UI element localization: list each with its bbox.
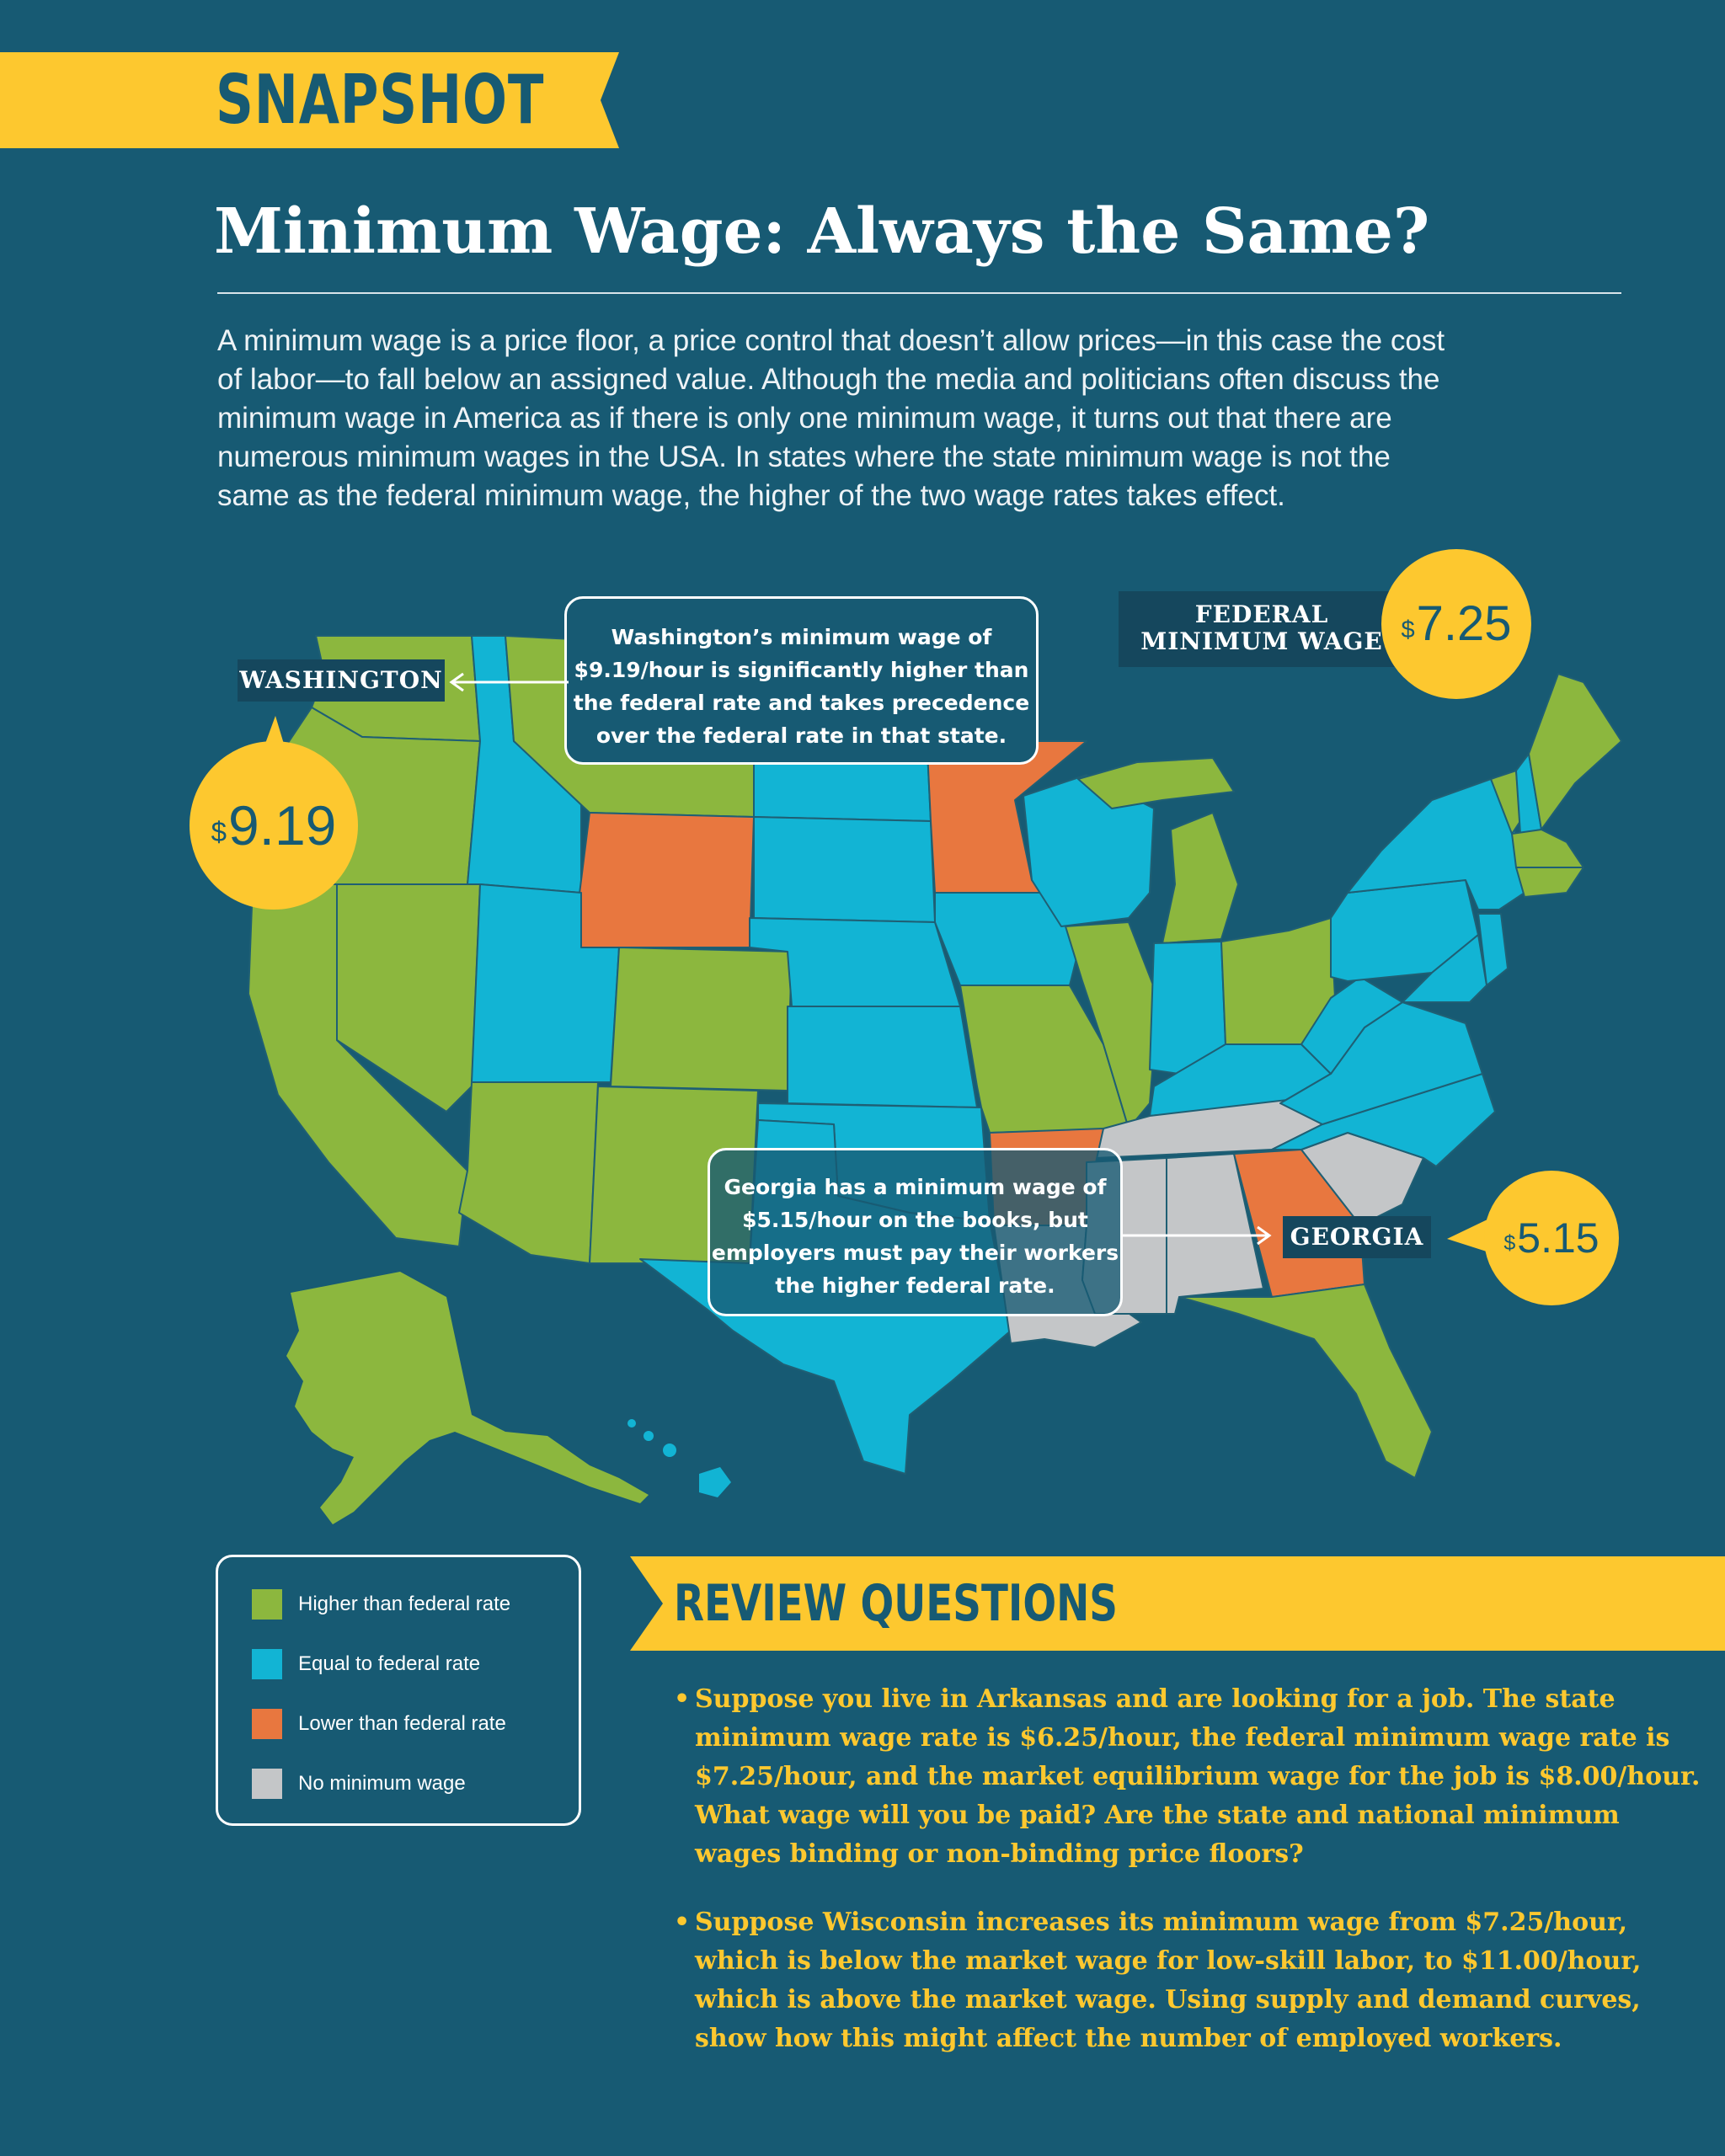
intro-line: same as the federal minimum wage, the hi… bbox=[217, 479, 1285, 512]
legend-label: No minimum wage bbox=[298, 1772, 466, 1795]
legend-swatch bbox=[252, 1649, 282, 1679]
state-connecticut-ri bbox=[1515, 867, 1584, 898]
legend-swatch bbox=[252, 1709, 282, 1739]
review-banner bbox=[630, 1556, 1725, 1651]
review-question: • Suppose Wisconsin increases its minimu… bbox=[674, 1903, 1668, 2063]
washington-callout-line: over the federal rate in that state. bbox=[595, 723, 1007, 748]
map-legend: Higher than federal rate Equal to federa… bbox=[216, 1555, 581, 1826]
state-hawaii bbox=[644, 1431, 654, 1441]
georgia-currency: $ bbox=[1503, 1231, 1516, 1256]
georgia-callout-line: Georgia has a minimum wage of bbox=[724, 1175, 1107, 1199]
washington-callout-line: $9.19/hour is significantly higher than bbox=[574, 658, 1029, 682]
legend-label: Lower than federal rate bbox=[298, 1712, 506, 1735]
legend-swatch bbox=[252, 1769, 282, 1799]
state-hawaii bbox=[699, 1467, 731, 1497]
review-question: • Suppose you live in Arkansas and are l… bbox=[674, 1680, 1701, 1874]
state-nevada bbox=[336, 883, 481, 1113]
georgia-coin-pointer bbox=[1447, 1219, 1489, 1252]
snapshot-ribbon bbox=[0, 52, 619, 148]
intro-line: of labor—to fall below an assigned value… bbox=[217, 363, 1440, 396]
state-hawaii bbox=[628, 1419, 636, 1428]
state-massachusetts bbox=[1511, 829, 1584, 868]
question-line: What wage will you be paid? Are the stat… bbox=[695, 1801, 1620, 1830]
washington-tag: WASHINGTON bbox=[238, 659, 445, 702]
state-new-jersey bbox=[1477, 913, 1509, 986]
georgia-callout-line: $5.15/hour on the books, but bbox=[742, 1208, 1088, 1232]
federal-wage-coin: $7.25 bbox=[1381, 549, 1531, 699]
federal-tag-line: MINIMUM WAGE bbox=[1140, 627, 1383, 655]
georgia-callout-line: the higher federal rate. bbox=[775, 1273, 1055, 1298]
federal-currency: $ bbox=[1401, 616, 1415, 644]
georgia-callout-line: employers must pay their workers bbox=[711, 1241, 1119, 1265]
washington-currency: $ bbox=[211, 816, 227, 848]
georgia-arrow bbox=[1123, 1225, 1272, 1246]
state-delaware-maryland bbox=[1402, 934, 1487, 1003]
intro-paragraph: A minimum wage is a price floor, a price… bbox=[217, 322, 1632, 515]
state-arizona bbox=[458, 1081, 599, 1264]
bullet-icon: • bbox=[674, 1684, 691, 1714]
question-line: Suppose you live in Arkansas and are loo… bbox=[695, 1684, 1616, 1714]
georgia-amount: 5.15 bbox=[1517, 1214, 1599, 1262]
question-line: wages binding or non-binding price floor… bbox=[695, 1839, 1304, 1869]
state-maine bbox=[1528, 673, 1622, 830]
georgia-tag: GEORGIA bbox=[1283, 1216, 1431, 1258]
legend-label: Higher than federal rate bbox=[298, 1593, 511, 1615]
question-line: which is above the market wage. Using su… bbox=[695, 1985, 1641, 2015]
intro-line: A minimum wage is a price floor, a price… bbox=[217, 324, 1445, 357]
legend-label: Equal to federal rate bbox=[298, 1652, 481, 1675]
question-line: $7.25/hour, and the market equilibrium w… bbox=[695, 1762, 1701, 1791]
question-line: show how this might affect the number of… bbox=[695, 2024, 1562, 2053]
review-title: REVIEW QUESTIONS bbox=[674, 1574, 1118, 1633]
state-michigan-upper bbox=[1077, 757, 1235, 809]
georgia-wage-coin: $5.15 bbox=[1484, 1171, 1619, 1305]
intro-line: minimum wage in America as if there is o… bbox=[217, 402, 1392, 435]
state-kansas bbox=[787, 1006, 978, 1108]
washington-callout-line: Washington’s minimum wage of bbox=[611, 625, 992, 649]
washington-arrow bbox=[449, 672, 569, 692]
snapshot-label: SNAPSHOT bbox=[216, 61, 545, 139]
federal-tag-line: FEDERAL bbox=[1194, 600, 1329, 628]
state-michigan bbox=[1162, 812, 1239, 944]
bullet-icon: • bbox=[674, 1908, 691, 1937]
state-florida bbox=[1178, 1283, 1433, 1479]
state-south-dakota bbox=[753, 816, 936, 923]
state-alaska bbox=[286, 1272, 649, 1524]
georgia-callout: Georgia has a minimum wage of $5.15/hour… bbox=[708, 1148, 1123, 1316]
federal-amount: 7.25 bbox=[1416, 596, 1512, 651]
washington-amount: 9.19 bbox=[227, 794, 337, 857]
state-hawaii bbox=[663, 1444, 676, 1457]
state-wyoming bbox=[572, 812, 755, 948]
legend-swatch bbox=[252, 1589, 282, 1620]
question-line: minimum wage rate is $6.25/hour, the fed… bbox=[695, 1723, 1670, 1753]
washington-callout-line: the federal rate and takes precedence bbox=[573, 691, 1030, 715]
page-title: Minimum Wage: Always the Same? bbox=[214, 195, 1430, 268]
washington-wage-coin: $9.19 bbox=[190, 741, 358, 910]
state-illinois bbox=[1065, 921, 1159, 1129]
federal-tag: FEDERAL MINIMUM WAGE bbox=[1119, 591, 1405, 667]
washington-callout: Washington’s minimum wage of $9.19/hour … bbox=[564, 596, 1039, 765]
title-divider bbox=[217, 292, 1621, 294]
question-line: Suppose Wisconsin increases its minimum … bbox=[695, 1908, 1628, 1937]
state-colorado bbox=[610, 947, 793, 1091]
intro-line: numerous minimum wages in the USA. In st… bbox=[217, 440, 1391, 473]
question-line: which is below the market wage for low-s… bbox=[695, 1946, 1642, 1976]
